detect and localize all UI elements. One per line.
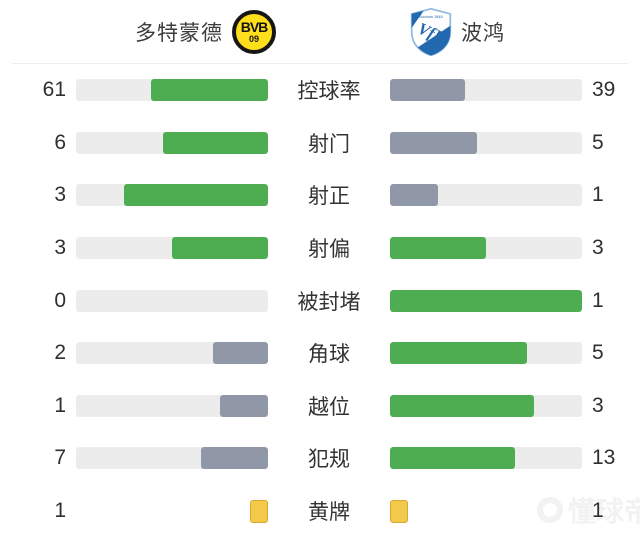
away-value: 1: [592, 499, 604, 523]
home-value: 3: [54, 236, 66, 260]
stat-label: 被封堵: [297, 290, 361, 314]
stat-row: 0 被封堵 1: [24, 274, 624, 327]
away-value: 1: [592, 183, 604, 207]
home-bar-fill: [172, 237, 268, 260]
away-value: 39: [592, 78, 616, 102]
away-value: 5: [592, 341, 604, 365]
away-value: 13: [592, 446, 616, 470]
away-bar: [390, 289, 582, 312]
home-bar: [76, 394, 268, 417]
home-bar: [76, 447, 268, 470]
bochum-crest-icon: Bochum 1848 VfL: [410, 8, 452, 56]
away-bar-fill: [390, 394, 534, 417]
teams-header: 多特蒙德 BVB 09 Bochum 1848 VfL 波鸿: [0, 0, 640, 64]
away-bar: [390, 131, 582, 154]
home-bar-fill: [200, 447, 268, 470]
away-value: 5: [592, 130, 604, 154]
away-team-name: 波鸿: [461, 22, 505, 45]
home-bar: [76, 131, 268, 154]
home-bar: [76, 79, 268, 102]
stat-label: 越位: [308, 395, 350, 419]
home-bar: [76, 184, 268, 207]
stat-row: 2 角球 5: [24, 327, 624, 380]
yellow-card-icon: [250, 499, 268, 523]
stat-label: 黄牌: [308, 501, 350, 525]
away-bar-fill: [390, 237, 486, 260]
yellow-card-icon: [390, 499, 408, 523]
stat-row: 1 黄牌 1: [24, 485, 624, 538]
away-bar: [390, 499, 582, 523]
away-bar-fill: [390, 447, 515, 470]
away-bar-fill: [390, 131, 478, 154]
home-bar: [76, 237, 268, 260]
stat-label: 犯规: [308, 448, 350, 472]
away-bar: [390, 79, 582, 102]
bochum-crest-subtext: Bochum 1848: [419, 15, 442, 19]
home-value: 0: [54, 288, 66, 312]
home-value: 7: [54, 446, 66, 470]
home-bar-fill: [213, 342, 268, 365]
watermark: 懂球帝: [536, 490, 640, 530]
away-bar-fill: [390, 184, 438, 207]
dortmund-crest-icon: BVB 09: [232, 10, 276, 54]
away-bar: [390, 394, 582, 417]
stat-label: 射门: [308, 132, 350, 156]
home-value: 1: [54, 393, 66, 417]
stat-row: 3 射正 1: [24, 169, 624, 222]
away-value: 3: [592, 236, 604, 260]
home-bar-fill: [163, 131, 268, 154]
stat-label: 角球: [308, 343, 350, 367]
home-bar-fill: [124, 184, 268, 207]
home-bar: [76, 289, 268, 312]
stat-row: 7 犯规 13: [24, 432, 624, 485]
home-bar-fill: [150, 79, 268, 102]
home-bar: [76, 499, 268, 523]
away-bar: [390, 184, 582, 207]
home-value: 1: [54, 499, 66, 523]
football-icon: [536, 497, 563, 523]
away-bar-fill: [390, 342, 528, 365]
stats-list: 61 控球率 39 6 射门 5 3 射正 1 3 射偏 3 0 被封堵 1 2…: [0, 64, 640, 537]
stat-label: 射偏: [308, 238, 350, 262]
stat-row: 61 控球率 39: [24, 64, 624, 117]
home-value: 61: [42, 78, 66, 102]
home-bar: [76, 342, 268, 365]
home-value: 6: [54, 130, 66, 154]
stat-label: 控球率: [297, 80, 361, 104]
home-team: 多特蒙德 BVB 09: [135, 10, 276, 54]
watermark-text: 懂球帝: [567, 496, 640, 527]
stat-row: 3 射偏 3: [24, 222, 624, 275]
away-value: 3: [592, 393, 604, 417]
away-value: 1: [592, 288, 604, 312]
stat-row: 6 射门 5: [24, 117, 624, 170]
home-value: 2: [54, 341, 66, 365]
home-team-name: 多特蒙德: [135, 22, 223, 45]
stat-label: 射正: [308, 185, 350, 209]
stat-row: 1 越位 3: [24, 380, 624, 433]
home-value: 3: [54, 183, 66, 207]
home-bar-fill: [220, 394, 268, 417]
away-bar: [390, 447, 582, 470]
away-bar: [390, 342, 582, 365]
away-bar-fill: [390, 79, 465, 102]
away-bar-fill: [390, 289, 582, 312]
away-team: Bochum 1848 VfL 波鸿: [410, 8, 505, 56]
away-bar: [390, 237, 582, 260]
